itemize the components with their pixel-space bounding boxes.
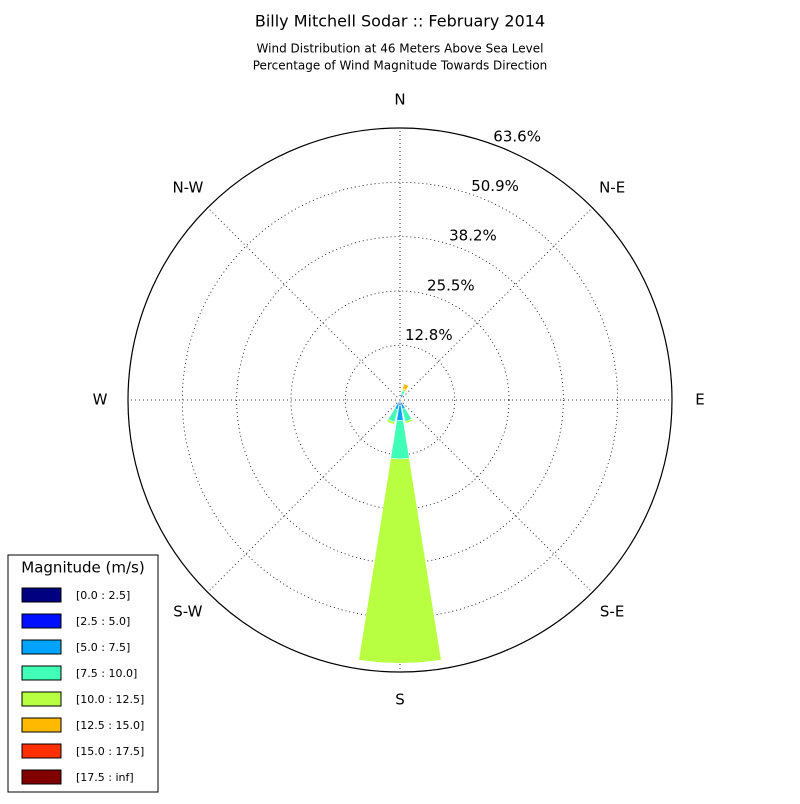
legend-swatch bbox=[22, 588, 61, 602]
legend-label: [0.0 : 2.5] bbox=[76, 589, 130, 602]
legend-swatch bbox=[22, 744, 61, 758]
r-tick-label: 50.9% bbox=[471, 177, 519, 195]
direction-label: S-W bbox=[173, 603, 202, 621]
legend-swatch bbox=[22, 692, 61, 706]
legend-swatch bbox=[22, 718, 61, 732]
chart-subtitle: Wind Distribution at 46 Meters Above Sea… bbox=[257, 42, 544, 56]
legend-label: [15.0 : 17.5] bbox=[76, 745, 144, 758]
direction-label: S-E bbox=[600, 603, 624, 621]
direction-label: N bbox=[394, 91, 405, 109]
grid-spoke bbox=[208, 208, 400, 400]
grid-spoke bbox=[208, 400, 400, 592]
legend-label: [5.0 : 7.5] bbox=[76, 641, 130, 654]
wedge bbox=[359, 458, 441, 663]
grid-spoke bbox=[400, 400, 592, 592]
legend-swatch bbox=[22, 666, 61, 680]
legend-label: [10.0 : 12.5] bbox=[76, 693, 144, 706]
wedge bbox=[403, 384, 409, 390]
r-tick-label: 25.5% bbox=[427, 276, 475, 294]
legend-label: [12.5 : 15.0] bbox=[76, 719, 144, 732]
legend-swatch bbox=[22, 770, 61, 784]
legend-label: [2.5 : 5.0] bbox=[76, 615, 130, 628]
legend-title: Magnitude (m/s) bbox=[21, 559, 144, 577]
r-tick-label: 63.6% bbox=[493, 127, 541, 145]
r-tick-label: 12.8% bbox=[405, 326, 453, 344]
direction-label: S bbox=[395, 691, 405, 709]
chart-subtitle: Percentage of Wind Magnitude Towards Dir… bbox=[253, 59, 547, 73]
legend-label: [7.5 : 10.0] bbox=[76, 667, 137, 680]
r-tick-label: 38.2% bbox=[449, 227, 497, 245]
chart-title: Billy Mitchell Sodar :: February 2014 bbox=[255, 12, 545, 31]
legend-swatch bbox=[22, 614, 61, 628]
wedge bbox=[391, 420, 409, 459]
direction-label: E bbox=[695, 391, 704, 409]
direction-label: W bbox=[93, 391, 108, 409]
legend-swatch bbox=[22, 640, 61, 654]
direction-label: N-E bbox=[599, 178, 625, 196]
direction-label: N-W bbox=[172, 178, 203, 196]
legend-label: [17.5 : inf] bbox=[76, 771, 134, 784]
